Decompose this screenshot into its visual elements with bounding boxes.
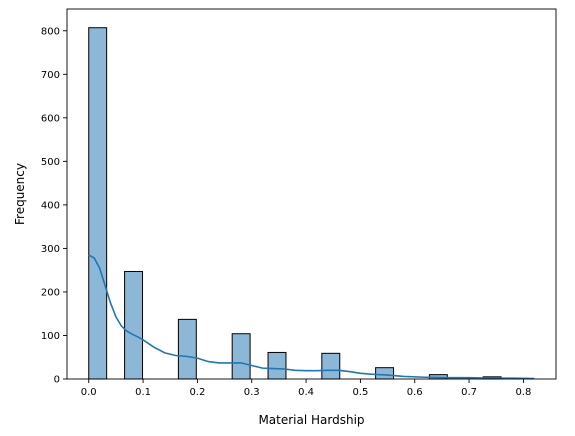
x-tick-label: 0.4 bbox=[298, 387, 314, 398]
x-axis-label: Material Hardship bbox=[258, 413, 364, 427]
x-tick-label: 0.8 bbox=[515, 387, 531, 398]
x-tick-label: 0.5 bbox=[352, 387, 368, 398]
y-tick-label: 500 bbox=[41, 157, 60, 168]
y-tick-label: 800 bbox=[41, 26, 60, 37]
x-tick-label: 0.2 bbox=[189, 387, 205, 398]
y-axis-ticks: 0 100 200 300 400 500 600 700 800 bbox=[41, 26, 67, 386]
x-tick-label: 0.1 bbox=[135, 387, 151, 398]
y-tick-label: 400 bbox=[41, 200, 60, 211]
x-tick-label: 0.0 bbox=[81, 387, 97, 398]
histogram-bar bbox=[231, 333, 251, 380]
y-tick-label: 0 bbox=[54, 375, 60, 386]
y-tick-label: 700 bbox=[41, 70, 60, 81]
y-axis-label: Frequency bbox=[13, 163, 27, 225]
x-tick-label: 0.3 bbox=[244, 387, 260, 398]
histogram-bars bbox=[88, 27, 502, 380]
y-tick-label: 100 bbox=[41, 331, 60, 342]
histogram-bar bbox=[124, 270, 144, 380]
kde-density-line bbox=[88, 254, 535, 380]
x-tick-label: 0.7 bbox=[461, 387, 477, 398]
x-axis-ticks: 0.0 0.1 0.2 0.3 0.4 0.5 0.6 0.7 0.8 bbox=[81, 379, 531, 398]
y-tick-label: 200 bbox=[41, 287, 60, 298]
histogram-bar bbox=[267, 351, 287, 380]
y-tick-label: 300 bbox=[41, 244, 60, 255]
histogram-bar bbox=[375, 367, 395, 380]
x-tick-label: 0.6 bbox=[407, 387, 423, 398]
y-tick-label: 600 bbox=[41, 113, 60, 124]
histogram-bar bbox=[321, 352, 341, 380]
plot-area-frame bbox=[66, 8, 557, 380]
histogram-bar bbox=[177, 318, 197, 380]
histogram-bar bbox=[88, 27, 108, 380]
